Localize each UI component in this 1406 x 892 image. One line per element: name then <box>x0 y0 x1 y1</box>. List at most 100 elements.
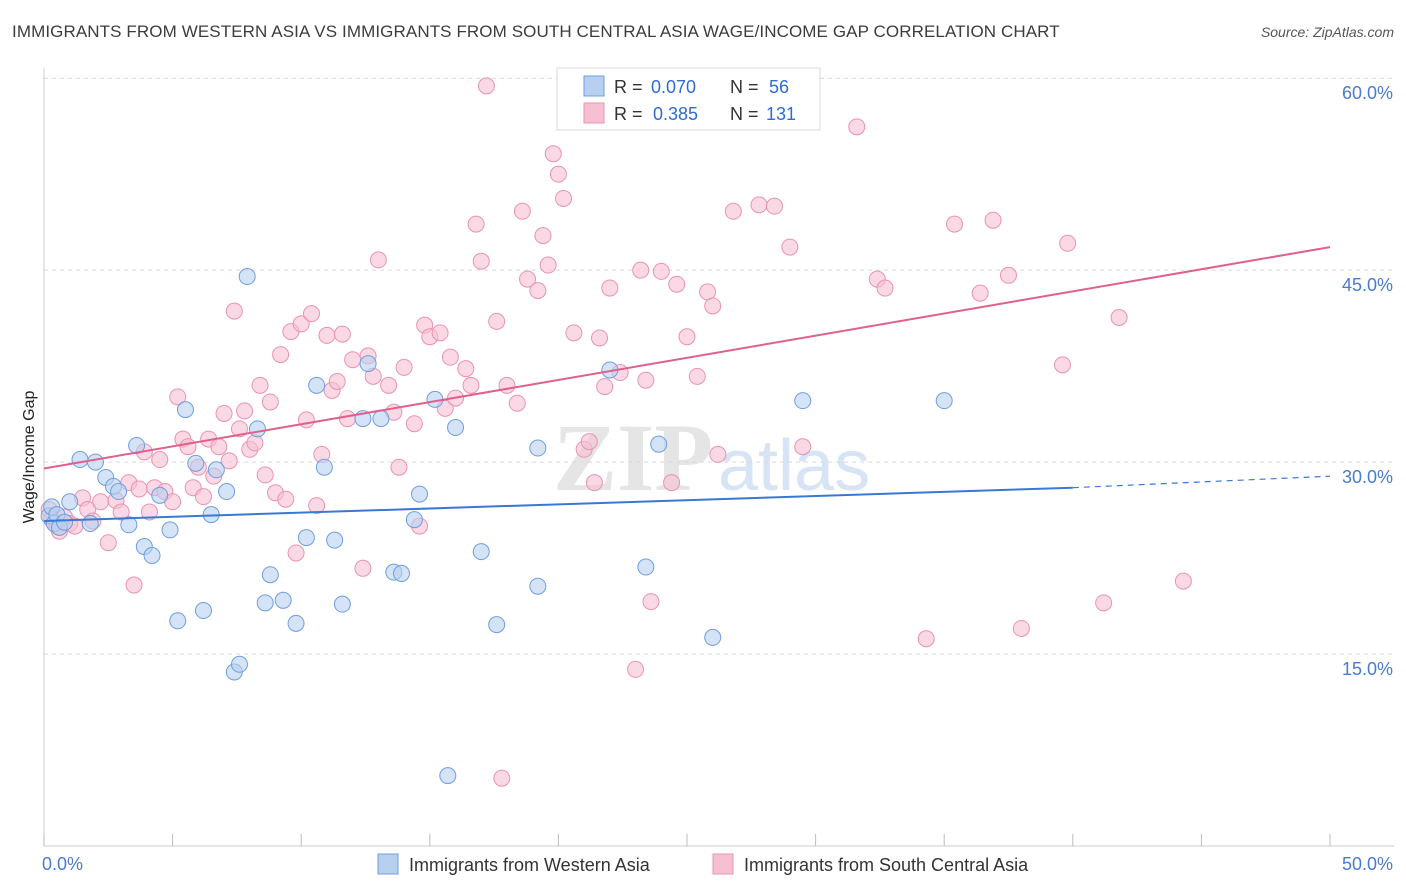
point-western-asia <box>326 531 344 549</box>
point-western-asia <box>230 655 248 673</box>
point-western-asia <box>169 612 187 630</box>
point-south-central-asia <box>179 438 197 456</box>
trend-line-western-asia-extension <box>1072 475 1331 489</box>
point-western-asia <box>393 564 411 582</box>
point-south-central-asia <box>333 325 351 343</box>
point-south-central-asia <box>945 215 963 233</box>
point-south-central-asia <box>539 256 557 274</box>
point-south-central-asia <box>92 493 110 511</box>
point-south-central-asia <box>277 490 295 508</box>
point-south-central-asia <box>215 404 233 422</box>
point-western-asia <box>935 392 953 410</box>
point-western-asia <box>187 454 205 472</box>
point-south-central-asia <box>917 630 935 648</box>
legend-n-label-pink: N = <box>730 104 759 124</box>
point-western-asia <box>110 483 128 501</box>
point-south-central-asia <box>261 393 279 411</box>
point-south-central-asia <box>225 302 243 320</box>
point-south-central-asia <box>709 445 727 463</box>
point-western-asia <box>315 458 333 476</box>
point-south-central-asia <box>534 227 552 245</box>
point-south-central-asia <box>112 503 130 521</box>
point-south-central-asia <box>632 261 650 279</box>
point-western-asia <box>238 268 256 286</box>
point-south-central-asia <box>513 202 531 220</box>
point-south-central-asia <box>642 593 660 611</box>
point-south-central-asia <box>169 388 187 406</box>
point-south-central-asia <box>477 77 495 95</box>
point-south-central-asia <box>704 297 722 315</box>
point-south-central-asia <box>1110 308 1128 326</box>
point-western-asia <box>405 511 423 529</box>
y-axis-label: Wage/Income Gap <box>21 391 38 524</box>
point-western-asia <box>529 577 547 595</box>
point-western-asia <box>704 628 722 646</box>
point-south-central-asia <box>591 329 609 347</box>
bottom-legend-swatch-pink <box>712 853 734 875</box>
point-south-central-asia <box>1054 356 1072 374</box>
axes <box>43 68 1394 847</box>
point-south-central-asia <box>441 348 459 366</box>
point-south-central-asia <box>130 480 148 498</box>
point-south-central-asia <box>848 118 866 136</box>
point-south-central-asia <box>565 324 583 342</box>
trend-line-south-central-asia <box>43 246 1331 470</box>
point-south-central-asia <box>272 346 290 364</box>
point-south-central-asia <box>724 202 742 220</box>
point-western-asia <box>176 401 194 419</box>
point-south-central-asia <box>338 410 356 428</box>
point-western-asia <box>794 392 812 410</box>
legend-r-value-pink: 0.385 <box>653 104 698 124</box>
point-south-central-asia <box>457 360 475 378</box>
point-south-central-asia <box>354 559 372 577</box>
point-western-asia <box>488 616 506 634</box>
point-south-central-asia <box>519 270 537 288</box>
point-south-central-asia <box>984 211 1002 229</box>
point-south-central-asia <box>246 434 264 452</box>
point-south-central-asia <box>668 275 686 293</box>
point-south-central-asia <box>498 376 516 394</box>
bottom-legend-swatch-blue <box>377 853 399 875</box>
watermark-zip: ZIP <box>553 404 713 511</box>
point-western-asia <box>207 461 225 479</box>
point-western-asia <box>650 435 668 453</box>
trend-lines <box>43 246 1331 522</box>
point-south-central-asia <box>328 372 346 390</box>
point-south-central-asia <box>580 433 598 451</box>
point-south-central-asia <box>251 376 269 394</box>
point-western-asia <box>274 591 292 609</box>
point-western-asia <box>411 485 429 503</box>
point-south-central-asia <box>678 328 696 346</box>
point-south-central-asia <box>318 326 336 344</box>
point-south-central-asia <box>302 305 320 323</box>
point-western-asia <box>143 547 161 565</box>
x-tick-label-min: 0.0% <box>42 854 83 874</box>
legend-r-value-blue: 0.070 <box>651 77 696 97</box>
point-western-asia <box>86 453 104 471</box>
chart-title: IMMIGRANTS FROM WESTERN ASIA VS IMMIGRAN… <box>12 22 1060 41</box>
point-western-asia <box>248 420 266 438</box>
point-western-asia <box>256 594 274 612</box>
point-south-central-asia <box>765 197 783 215</box>
x-tick-label-max: 50.0% <box>1342 854 1393 874</box>
legend-n-label-blue: N = <box>730 77 759 97</box>
point-south-central-asia <box>395 358 413 376</box>
point-south-central-asia <box>549 165 567 183</box>
point-south-central-asia <box>663 474 681 492</box>
point-south-central-asia <box>236 402 254 420</box>
point-south-central-asia <box>637 371 655 389</box>
point-western-asia <box>161 521 179 539</box>
point-western-asia <box>637 558 655 576</box>
point-south-central-asia <box>971 284 989 302</box>
point-south-central-asia <box>462 376 480 394</box>
point-western-asia <box>529 439 547 457</box>
point-south-central-asia <box>601 279 619 297</box>
x-ticks <box>43 834 1331 846</box>
point-western-asia <box>447 419 465 437</box>
bottom-legend-label-pink: Immigrants from South Central Asia <box>744 855 1029 875</box>
point-south-central-asia <box>369 251 387 269</box>
point-south-central-asia <box>256 466 274 484</box>
legend-r-label-blue: R = <box>614 77 643 97</box>
point-western-asia <box>472 543 490 561</box>
